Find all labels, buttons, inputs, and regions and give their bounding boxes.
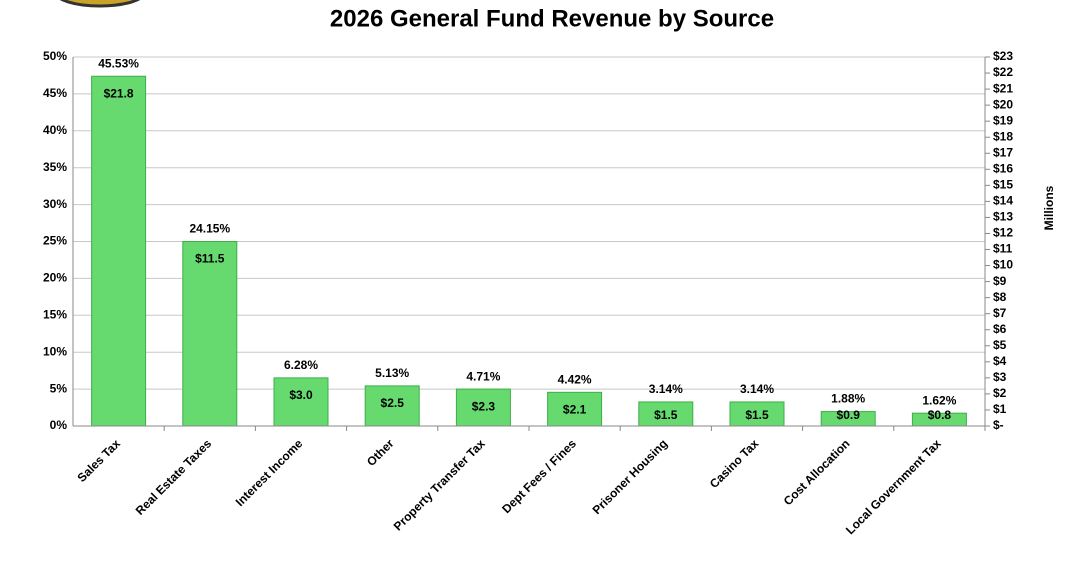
x-tick-label: Sales Tax (75, 436, 124, 485)
y-tick-label: 35% (43, 160, 67, 174)
y-tick-label: 25% (43, 234, 67, 248)
percent-label: 4.42% (558, 372, 592, 386)
x-tick-label: Casino Tax (707, 436, 762, 491)
value-label: $1.5 (654, 408, 678, 422)
value-label: $3.0 (289, 388, 313, 402)
logo (59, 0, 141, 8)
percent-label: 3.14% (740, 382, 774, 396)
percent-label: 5.13% (375, 366, 409, 380)
y-tick-label: 20% (43, 271, 67, 285)
value-label: $2.1 (563, 402, 587, 416)
y2-tick-label: $1 (993, 402, 1007, 416)
percent-label: 45.53% (98, 56, 139, 70)
x-tick-label: Prisoner Housing (590, 436, 671, 517)
y2-tick-label: $14 (993, 194, 1013, 208)
x-tick-label: Interest Income (233, 436, 306, 509)
value-label: $2.5 (381, 396, 405, 410)
percent-label: 1.62% (922, 393, 956, 407)
bar (455, 388, 511, 427)
y-tick-label: 0% (50, 418, 68, 432)
y2-tick-label: $8 (993, 290, 1007, 304)
percent-label: 1.88% (831, 392, 865, 406)
y-tick-label: 5% (50, 381, 68, 395)
y-tick-label: 10% (43, 344, 67, 358)
y2-tick-label: $9 (993, 274, 1007, 288)
y2-tick-label: $11 (993, 242, 1013, 256)
bar (364, 385, 420, 427)
y-tick-label: 40% (43, 123, 67, 137)
x-tick-label: Local Government Tax (843, 436, 944, 537)
bar (638, 401, 694, 427)
y-tick-label: 50% (43, 49, 67, 63)
y2-tick-label: $3 (993, 370, 1007, 384)
bar (273, 377, 329, 427)
y2-tick-label: $10 (993, 258, 1013, 272)
y2-tick-label: $- (993, 418, 1004, 432)
y2-tick-label: $18 (993, 129, 1013, 143)
value-label: $0.8 (928, 408, 952, 422)
percent-label: 3.14% (649, 382, 683, 396)
y-tick-label: 30% (43, 197, 67, 211)
y2-tick-label: $16 (993, 161, 1013, 175)
bar (182, 241, 238, 427)
y2-tick-label: $5 (993, 338, 1007, 352)
y-tick-label: 45% (43, 86, 67, 100)
y2-tick-label: $7 (993, 306, 1007, 320)
x-tick-label: Dept Fees / Fines (499, 436, 579, 516)
x-tick-label: Real Estate Taxes (133, 436, 215, 518)
y2-tick-label: $2 (993, 386, 1007, 400)
value-label: $11.5 (195, 252, 225, 266)
y2-tick-label: $6 (993, 322, 1007, 336)
y2-tick-label: $4 (993, 354, 1007, 368)
y2-tick-label: $13 (993, 210, 1013, 224)
value-label: $21.8 (104, 86, 134, 100)
value-label: $2.3 (472, 399, 496, 413)
percent-label: 6.28% (284, 358, 318, 372)
y2-tick-label: $22 (993, 65, 1013, 79)
x-tick-label: Cost Allocation (781, 436, 853, 508)
y2-tick-label: $17 (993, 145, 1013, 159)
y2-tick-label: $20 (993, 97, 1013, 111)
y2-tick-label: $12 (993, 226, 1013, 240)
percent-label: 4.71% (466, 369, 500, 383)
bar (729, 401, 785, 427)
y2-axis-label: Millions (1042, 185, 1056, 230)
value-label: $1.5 (745, 408, 769, 422)
bar (91, 75, 147, 427)
x-tick-label: Other (364, 436, 397, 469)
y2-tick-label: $23 (993, 49, 1013, 63)
y-tick-label: 15% (43, 307, 67, 321)
y2-tick-label: $19 (993, 113, 1013, 127)
value-label: $0.9 (837, 408, 861, 422)
y2-tick-label: $15 (993, 178, 1013, 192)
percent-label: 24.15% (189, 222, 230, 236)
chart-title: 2026 General Fund Revenue by Source (330, 5, 774, 32)
y2-tick-label: $21 (993, 81, 1013, 95)
x-tick-label: Property Transfer Tax (391, 436, 488, 533)
